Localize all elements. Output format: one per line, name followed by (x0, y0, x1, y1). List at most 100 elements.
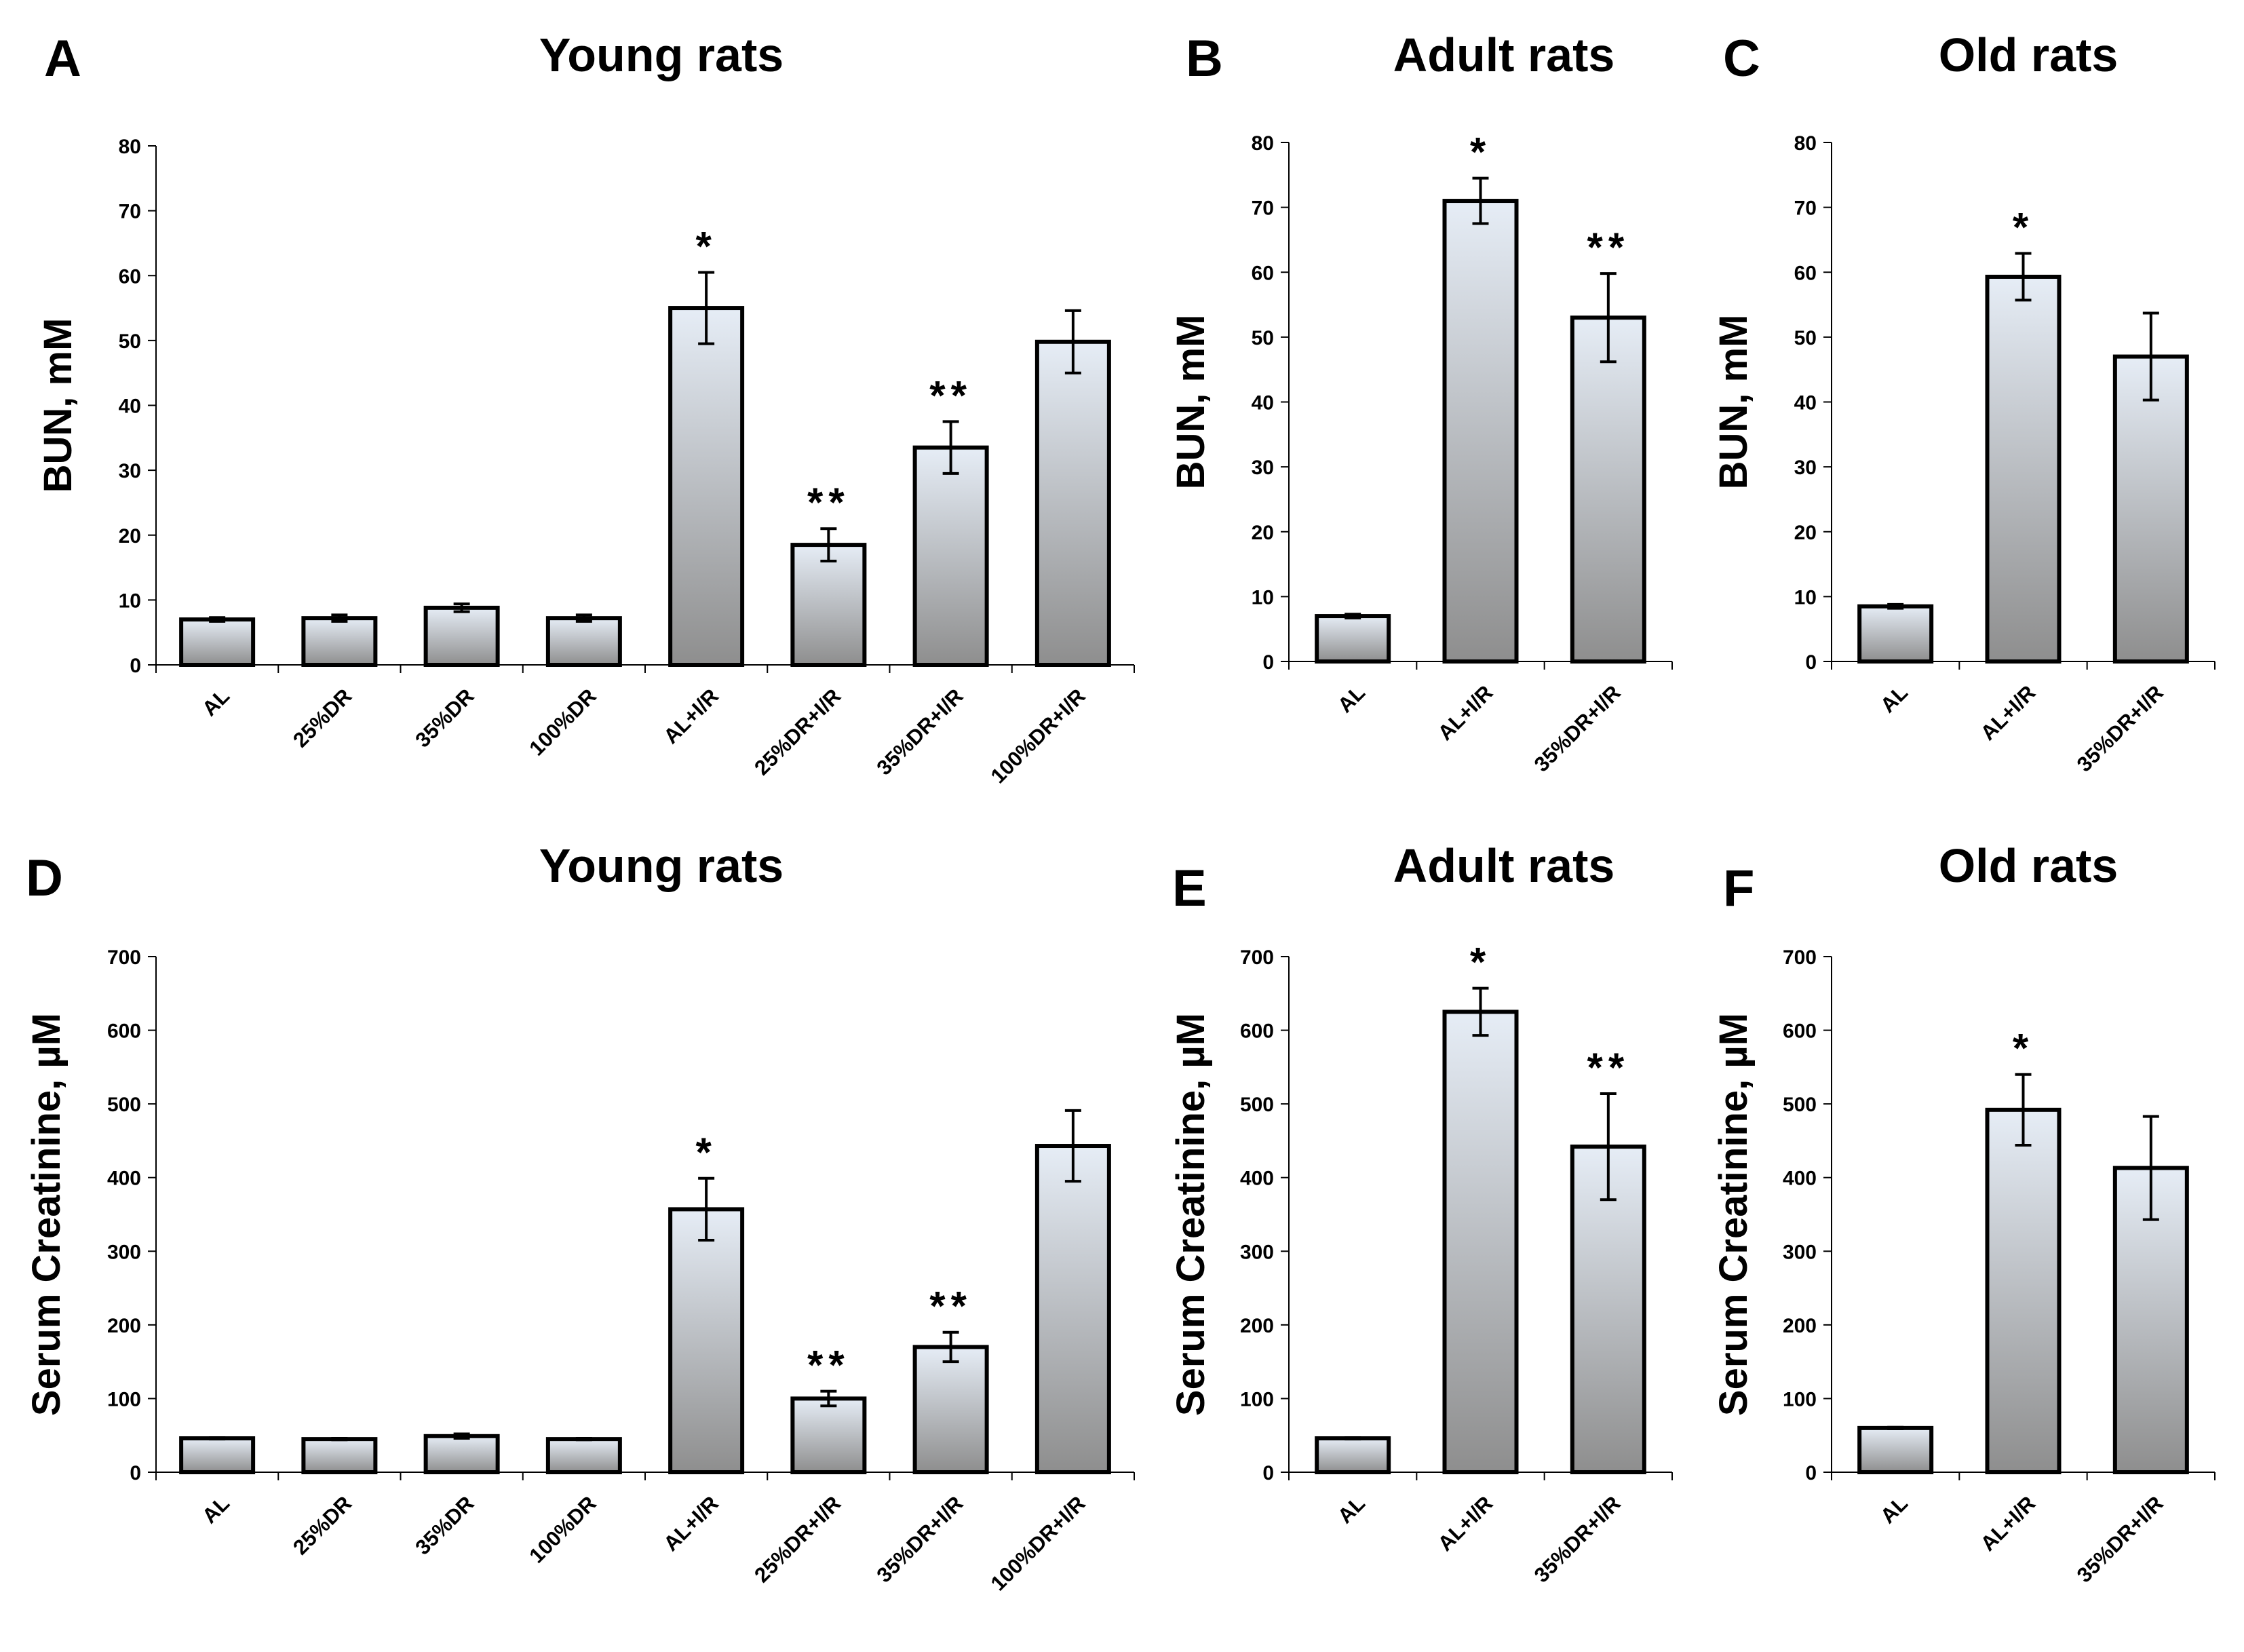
y-tick-label: 30 (119, 460, 141, 482)
x-tick-label: AL (197, 684, 234, 721)
panel-a: A Young rats BUN, mM 0 10 20 30 40 50 60 70 80 AL 25%… (36, 28, 1135, 788)
x-tick-label: AL+I/R (1433, 1491, 1498, 1556)
x-tick-label: AL+I/R (1433, 680, 1498, 745)
bar (668, 1207, 745, 1475)
panel-c: C Old rats BUN, mM 0 10 20 30 40 50 60 70 80 AL * AL+I… (1711, 28, 2216, 776)
bar (668, 306, 745, 667)
significance-marker: ** (929, 1284, 972, 1329)
bar (790, 1396, 867, 1474)
significance-marker: * (1470, 940, 1491, 985)
significance-marker: * (2013, 205, 2034, 250)
y-tick-label: 70 (119, 201, 141, 223)
y-tick-label: 80 (119, 136, 141, 158)
y-tick-label: 500 (1240, 1094, 1274, 1116)
y-tick-label: 400 (1240, 1168, 1274, 1190)
x-tick-label: 35%DR+I/R (1530, 680, 1625, 776)
y-tick-label: 70 (1252, 197, 1274, 220)
y-tick-label: 300 (1240, 1241, 1274, 1263)
y-tick-label: 80 (1794, 132, 1817, 155)
y-axis-label: Serum Creatinine, µM (1711, 1013, 1756, 1416)
x-tick-label: 25%DR (288, 684, 356, 752)
y-tick-label: 20 (119, 525, 141, 548)
panel-title: Old rats (1939, 28, 2119, 81)
x-tick-label: 35%DR+I/R (872, 1491, 967, 1587)
panel-letter: F (1723, 860, 1754, 917)
bar (1985, 274, 2062, 664)
significance-marker: * (695, 223, 716, 269)
panel-title: Adult rats (1393, 28, 1615, 81)
y-tick-label: 0 (1262, 1462, 1274, 1484)
y-tick-label: 700 (107, 946, 141, 969)
bar (423, 1434, 500, 1475)
significance-marker: ** (1587, 225, 1629, 270)
panel-letter: A (44, 30, 81, 88)
x-tick-label: AL+I/R (1976, 1491, 2040, 1556)
y-tick-label: 0 (1805, 1462, 1817, 1484)
x-tick-label: AL (197, 1491, 234, 1528)
bar (301, 616, 378, 668)
significance-marker: * (1470, 130, 1491, 175)
y-tick-label: 200 (107, 1315, 141, 1337)
y-tick-label: 60 (1252, 262, 1274, 284)
x-tick-label: AL (1876, 1491, 1912, 1528)
y-tick-label: 0 (130, 1462, 141, 1484)
x-tick-label: 35%DR+I/R (2072, 1491, 2168, 1587)
x-tick-label: 35%DR+I/R (2072, 680, 2168, 776)
y-tick-label: 300 (107, 1241, 141, 1263)
y-tick-label: 30 (1794, 457, 1817, 479)
x-tick-label: 35%DR (410, 1491, 478, 1559)
bar (912, 1345, 989, 1475)
x-tick-label: 35%DR+I/R (1530, 1491, 1625, 1587)
y-tick-label: 50 (1252, 327, 1274, 349)
bar (545, 1437, 622, 1474)
y-tick-label: 10 (119, 590, 141, 612)
bar (179, 617, 256, 667)
y-axis-label: Serum Creatinine, µM (24, 1013, 69, 1416)
panel-title: Young rats (539, 839, 784, 892)
y-tick-label: 10 (1794, 586, 1817, 609)
bar (423, 605, 500, 667)
y-tick-label: 0 (1805, 651, 1817, 674)
panel-d: D Young rats Serum Creatinine, µM 0 100 200 30… (24, 839, 1135, 1595)
y-tick-label: 10 (1252, 586, 1274, 609)
y-tick-label: 0 (1262, 651, 1274, 674)
bar (1315, 614, 1391, 664)
panel-letter: B (1186, 30, 1223, 88)
y-tick-label: 300 (1783, 1241, 1817, 1263)
panel-letter: E (1172, 860, 1207, 917)
bar (545, 616, 622, 668)
x-tick-label: 100%DR+I/R (986, 684, 1090, 788)
x-tick-label: AL+I/R (659, 1491, 723, 1556)
x-tick-label: 25%DR+I/R (750, 684, 845, 780)
significance-marker: * (695, 1130, 716, 1175)
x-tick-label: AL+I/R (1976, 680, 2040, 745)
bar (1034, 1144, 1111, 1474)
x-tick-label: AL (1333, 680, 1370, 717)
x-tick-label: 100%DR (524, 684, 600, 760)
bar (790, 543, 867, 667)
panel-letter: D (26, 849, 63, 907)
y-tick-label: 200 (1783, 1315, 1817, 1337)
x-tick-label: 35%DR+I/R (872, 684, 967, 780)
y-tick-label: 70 (1794, 197, 1817, 220)
y-tick-label: 500 (107, 1094, 141, 1116)
bar (1442, 1010, 1519, 1474)
y-tick-label: 100 (107, 1388, 141, 1410)
significance-marker: ** (807, 480, 850, 525)
y-tick-label: 100 (1783, 1388, 1817, 1410)
bar (2112, 354, 2189, 664)
y-tick-label: 50 (1794, 327, 1817, 349)
panel-title: Old rats (1939, 839, 2119, 892)
y-tick-label: 40 (119, 396, 141, 418)
y-tick-label: 60 (1794, 262, 1817, 284)
x-tick-label: 100%DR (524, 1491, 600, 1567)
y-tick-label: 80 (1252, 132, 1274, 155)
bar (1034, 339, 1111, 667)
y-tick-label: 50 (119, 330, 141, 353)
panel-f: F Old rats Serum Creatinine, µM 0 100 200 300 4… (1711, 839, 2216, 1587)
y-tick-label: 0 (130, 655, 141, 677)
y-axis-label: BUN, mM (36, 318, 80, 493)
panel-e: E Adult rats Serum Creatinine, µM 0 100 200 30… (1169, 839, 1673, 1587)
y-tick-label: 100 (1240, 1388, 1274, 1410)
bar (1857, 1425, 1934, 1475)
